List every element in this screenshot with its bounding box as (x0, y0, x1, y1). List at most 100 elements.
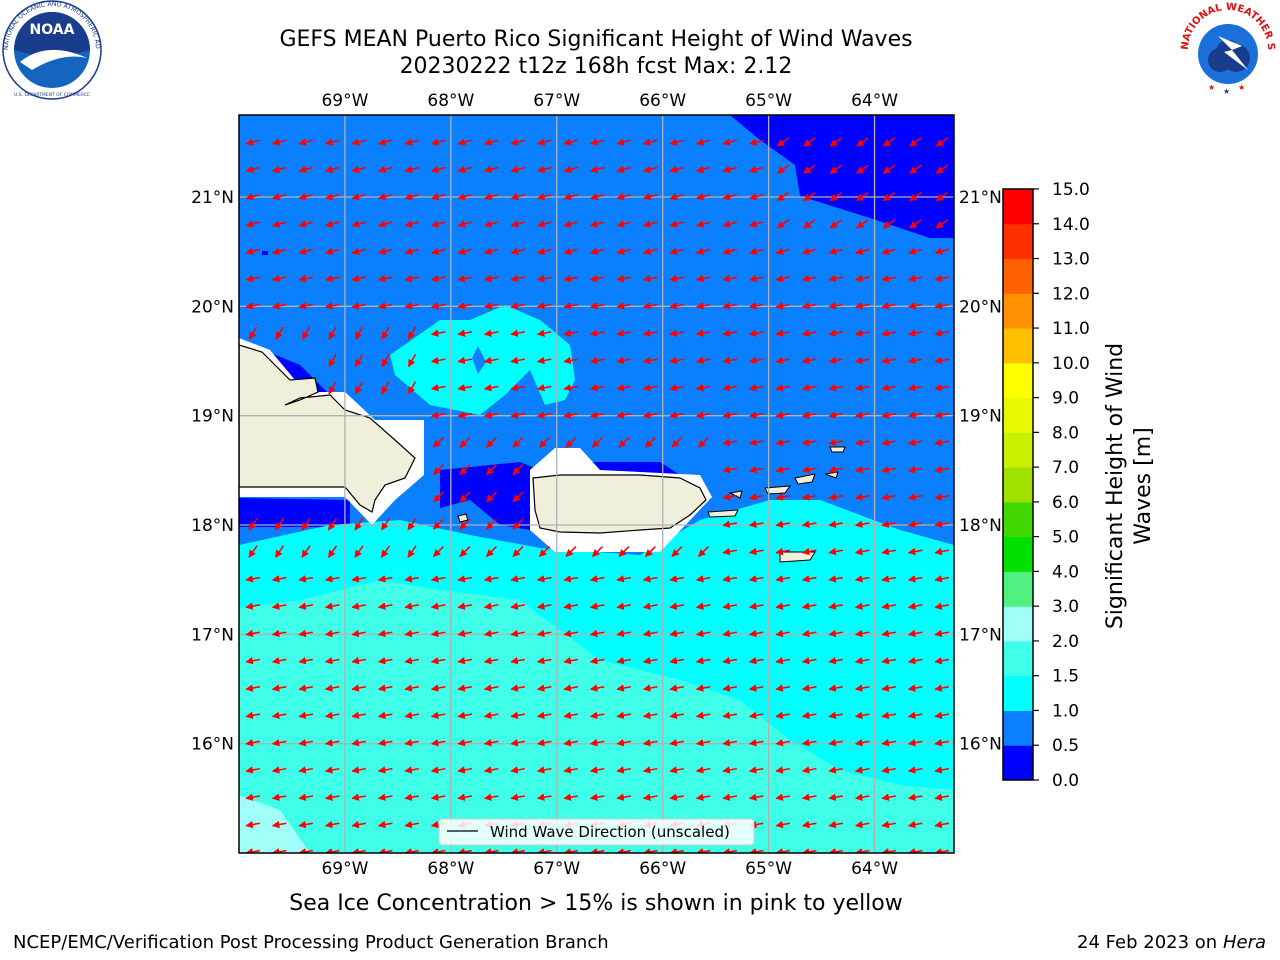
wind-arrow (563, 247, 578, 255)
wind-arrow (271, 820, 287, 829)
wind-arrow (563, 848, 579, 853)
wind-arrow (934, 547, 950, 556)
wind-arrow (695, 711, 711, 720)
wind-arrow (351, 302, 367, 310)
wind-arrow (459, 518, 471, 530)
wind-arrow (803, 137, 816, 147)
wind-arrow (642, 684, 658, 692)
wind-arrow (909, 219, 922, 229)
wind-arrow (775, 766, 791, 774)
svg-text:★: ★ (1208, 83, 1215, 92)
wind-arrow (483, 793, 499, 801)
wind-arrow (457, 220, 472, 228)
wind-arrow (404, 220, 419, 228)
wind-arrow (669, 220, 684, 228)
wind-arrow (749, 247, 764, 255)
wind-arrow (459, 436, 471, 448)
wind-arrow (801, 520, 817, 528)
wind-arrow (404, 684, 420, 692)
wind-arrow (510, 165, 525, 173)
wind-arrow (378, 138, 393, 146)
wind-arrow (536, 575, 552, 583)
wind-arrow (271, 766, 287, 774)
wind-arrow (563, 820, 579, 829)
wind-arrow (589, 629, 605, 638)
wind-arrow (324, 629, 340, 638)
wind-arrow (616, 329, 632, 337)
wind-arrow (510, 575, 526, 583)
wind-arrow (271, 711, 287, 720)
wind-arrow (854, 602, 870, 610)
wind-arrow (801, 411, 817, 419)
wind-arrow (828, 274, 844, 283)
wind-arrow (696, 193, 711, 201)
wind-arrow (669, 629, 685, 638)
lat-tick-label-left: 21°N (191, 188, 234, 208)
wind-arrow (775, 329, 791, 337)
wind-arrow (245, 766, 261, 774)
wind-arrow (669, 356, 685, 365)
wind-arrow (695, 356, 711, 365)
wind-arrow (775, 629, 791, 638)
wind-arrow (907, 438, 923, 447)
wind-arrow (274, 518, 285, 531)
wind-arrow (695, 384, 711, 392)
wind-arrow (748, 329, 764, 337)
lat-tick-label-right: 18°N (959, 516, 1002, 536)
wind-arrow (669, 657, 685, 665)
wind-arrow (563, 165, 578, 173)
footer-host: Hera (1222, 932, 1266, 953)
wind-arrow (722, 138, 737, 146)
wind-arrow (856, 191, 869, 202)
wind-arrow (245, 820, 261, 829)
wind-arrow (828, 602, 844, 610)
wind-arrow (298, 247, 313, 255)
wind-arrow (642, 602, 658, 610)
wind-arrow (935, 164, 949, 174)
svg-text:★: ★ (1223, 87, 1230, 96)
wind-arrow (298, 766, 314, 774)
wind-arrow (590, 138, 605, 146)
wind-arrow (695, 766, 711, 774)
wind-arrow (748, 820, 764, 829)
wind-arrow (616, 575, 632, 583)
wind-arrow (351, 793, 367, 801)
wind-arrow (589, 684, 605, 692)
wind-arrow (537, 193, 552, 201)
colorbar-tick-label: 12.0 (1052, 284, 1090, 304)
wind-arrow (536, 766, 552, 774)
wind-arrow (934, 575, 950, 583)
colorbar-frame (1002, 188, 1034, 781)
wind-arrow (907, 820, 923, 829)
wind-arrow (828, 820, 844, 829)
wind-arrow (563, 629, 579, 638)
wind-arrow (748, 711, 764, 720)
wind-arrow (536, 629, 552, 638)
wind-arrow (324, 602, 340, 610)
wind-arrow (616, 629, 632, 638)
wind-arrow (801, 465, 817, 474)
svg-text:★: ★ (1238, 83, 1245, 92)
wind-arrow (589, 657, 605, 665)
wind-arrow (245, 684, 261, 692)
wind-arrow (669, 247, 684, 255)
wind-arrow (325, 193, 340, 201)
wind-arrow (748, 411, 764, 419)
wind-arrow (457, 629, 473, 638)
wind-arrow (748, 793, 764, 801)
wind-arrow (776, 137, 790, 147)
wind-arrow (907, 520, 923, 528)
wind-arrow (854, 575, 870, 583)
lat-tick-label-left: 18°N (191, 516, 234, 536)
wind-arrow (354, 545, 364, 558)
wind-arrow (934, 520, 950, 528)
wind-arrow (669, 411, 685, 419)
wind-arrow (430, 657, 446, 665)
wind-arrow (245, 738, 261, 747)
colorbar-tick-label: 11.0 (1052, 319, 1090, 339)
wind-arrow (669, 165, 684, 173)
wind-arrow (298, 274, 314, 283)
wind-arrow (828, 438, 844, 447)
wind-arrow (563, 274, 579, 283)
wind-arrow (510, 820, 526, 829)
